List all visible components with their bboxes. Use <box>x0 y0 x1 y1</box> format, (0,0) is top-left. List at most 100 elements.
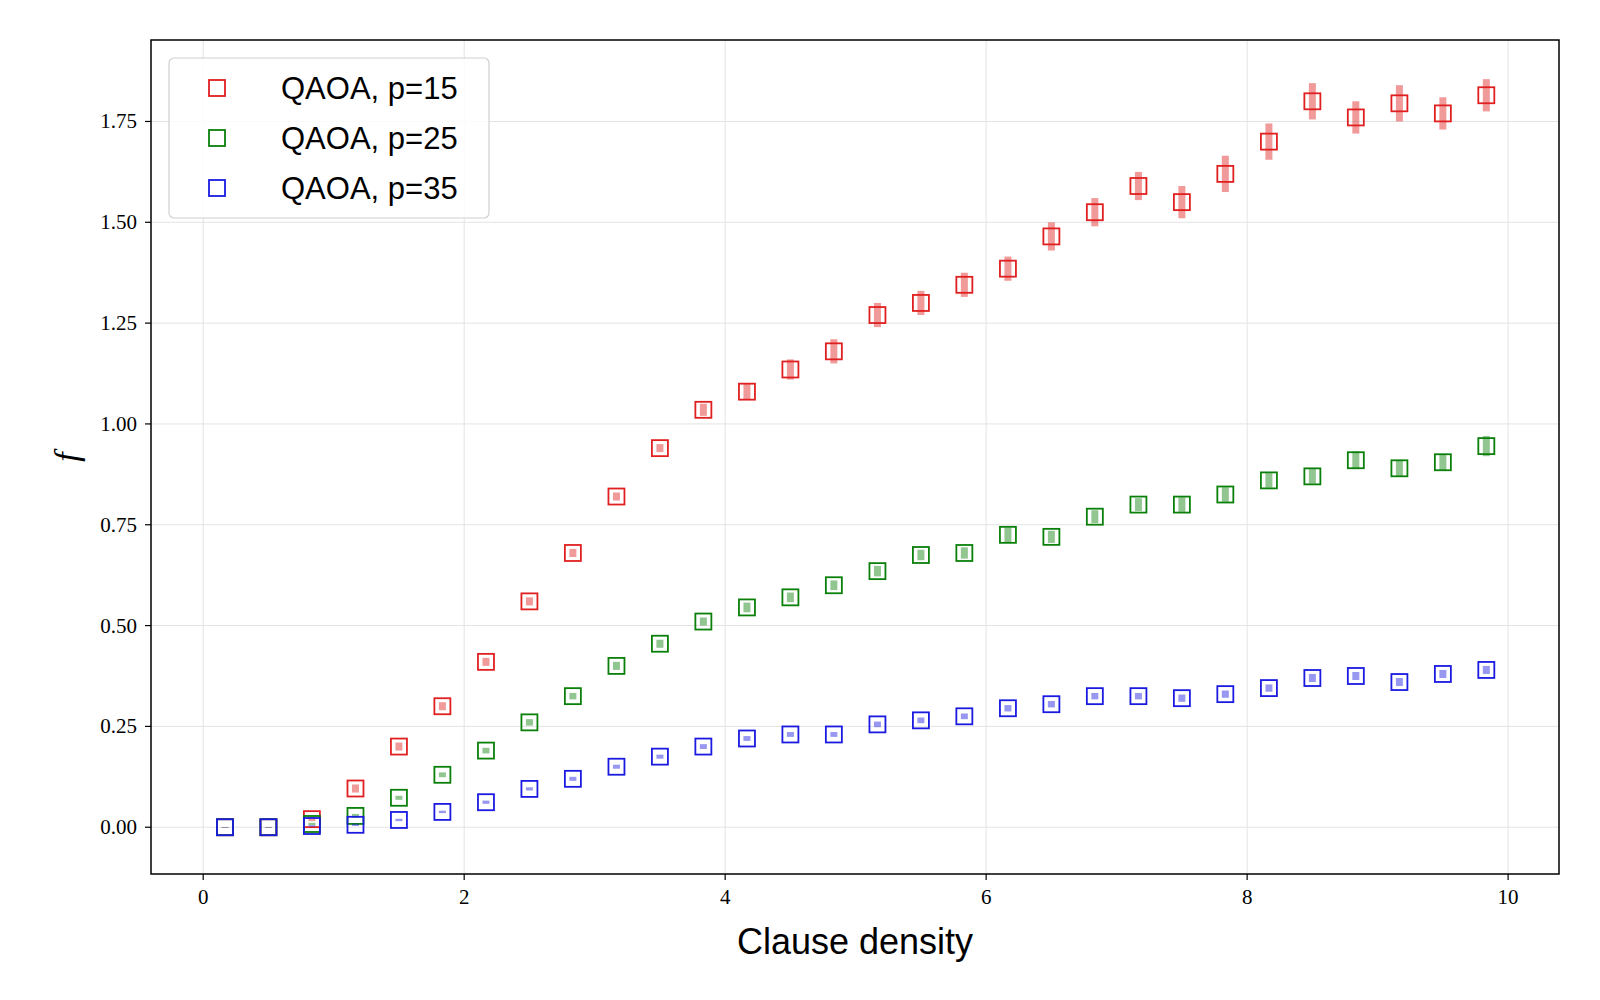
point <box>782 361 798 377</box>
error-bar <box>482 658 489 666</box>
error-bar <box>1091 198 1098 226</box>
series <box>217 79 1494 835</box>
point <box>1435 105 1451 121</box>
legend-label: QAOA, p=25 <box>281 121 458 156</box>
error-bar <box>352 784 359 792</box>
error-bar <box>874 566 881 576</box>
point <box>521 593 537 609</box>
point <box>782 726 798 742</box>
y-tick-label: 1.75 <box>100 109 137 133</box>
point <box>739 730 755 746</box>
error-bar <box>439 772 446 777</box>
point <box>869 307 885 323</box>
y-tick <box>145 625 151 626</box>
x-tick-label: 2 <box>459 885 470 909</box>
error-bar <box>1439 97 1446 129</box>
error-bar <box>787 732 794 737</box>
point <box>391 812 407 828</box>
x-grid-line <box>986 40 987 874</box>
point <box>1087 204 1103 220</box>
point <box>434 698 450 714</box>
error-bar <box>830 732 837 737</box>
point <box>217 819 233 835</box>
error-bar <box>352 824 359 826</box>
point <box>695 402 711 418</box>
point <box>1435 454 1451 470</box>
x-tick <box>1247 874 1248 880</box>
point <box>304 811 320 827</box>
point <box>434 767 450 783</box>
error-bar <box>526 719 533 725</box>
plot-background <box>151 40 1559 874</box>
error-bar <box>395 743 402 751</box>
x-tick-label: 8 <box>1242 885 1253 909</box>
point <box>652 440 668 456</box>
point <box>1391 460 1407 476</box>
error-bar <box>439 702 446 710</box>
y-tick <box>145 423 151 424</box>
point <box>652 749 668 765</box>
error-bar <box>1483 79 1490 111</box>
error-bar <box>1396 460 1403 476</box>
x-tick <box>1508 874 1509 880</box>
error-bar <box>569 549 576 557</box>
point <box>695 739 711 755</box>
point <box>347 781 363 797</box>
error-bar <box>1135 693 1142 699</box>
error-bar <box>700 744 707 749</box>
point <box>1304 468 1320 484</box>
error-bar <box>1222 691 1229 698</box>
error-bar <box>1091 510 1098 523</box>
point <box>608 759 624 775</box>
point <box>608 658 624 674</box>
y-axis-label: f <box>48 448 85 462</box>
x-axis-label: Clause density <box>737 921 973 962</box>
x-grid-line <box>1508 40 1509 874</box>
error-bar <box>656 640 663 648</box>
point <box>1261 134 1277 150</box>
error-bar <box>1396 678 1403 686</box>
point <box>826 343 842 359</box>
error-bar <box>743 603 750 613</box>
error-bar <box>1265 473 1272 488</box>
y-grid-line <box>151 222 1559 223</box>
point <box>1043 529 1059 545</box>
x-tick <box>725 874 726 880</box>
point <box>217 819 233 835</box>
error-bar <box>961 713 968 719</box>
chart: 02468100.000.250.500.751.001.251.501.75C… <box>0 0 1600 1000</box>
error-bar <box>221 827 228 829</box>
point <box>869 563 885 579</box>
point <box>1304 93 1320 109</box>
error-bar <box>1178 186 1185 218</box>
point <box>1000 527 1016 543</box>
point <box>1000 700 1016 716</box>
error-bar <box>569 693 576 699</box>
point <box>217 819 233 835</box>
point <box>1391 674 1407 690</box>
point <box>260 819 276 835</box>
error-bar <box>1352 672 1359 680</box>
y-grid-line <box>151 323 1559 324</box>
legend-label: QAOA, p=35 <box>281 171 458 206</box>
error-bar <box>265 827 272 829</box>
x-tick-label: 4 <box>720 885 731 909</box>
point <box>1000 261 1016 277</box>
error-bar <box>265 827 272 829</box>
legend: QAOA, p=15 QAOA, p=25 QAOA, p=35 <box>169 58 489 218</box>
y-tick-label: 0.75 <box>100 513 137 537</box>
error-bar <box>1483 666 1490 674</box>
point <box>260 819 276 835</box>
series <box>217 436 1494 835</box>
y-tick <box>145 121 151 122</box>
error-bar <box>1048 531 1055 543</box>
error-bar <box>265 827 272 829</box>
error-bar <box>221 827 228 829</box>
error-bar <box>1048 222 1055 250</box>
point <box>608 489 624 505</box>
legend-label: QAOA, p=15 <box>281 71 458 106</box>
point <box>1217 686 1233 702</box>
error-bar <box>917 550 924 560</box>
error-bar <box>1135 172 1142 200</box>
legend-marker <box>209 180 225 196</box>
